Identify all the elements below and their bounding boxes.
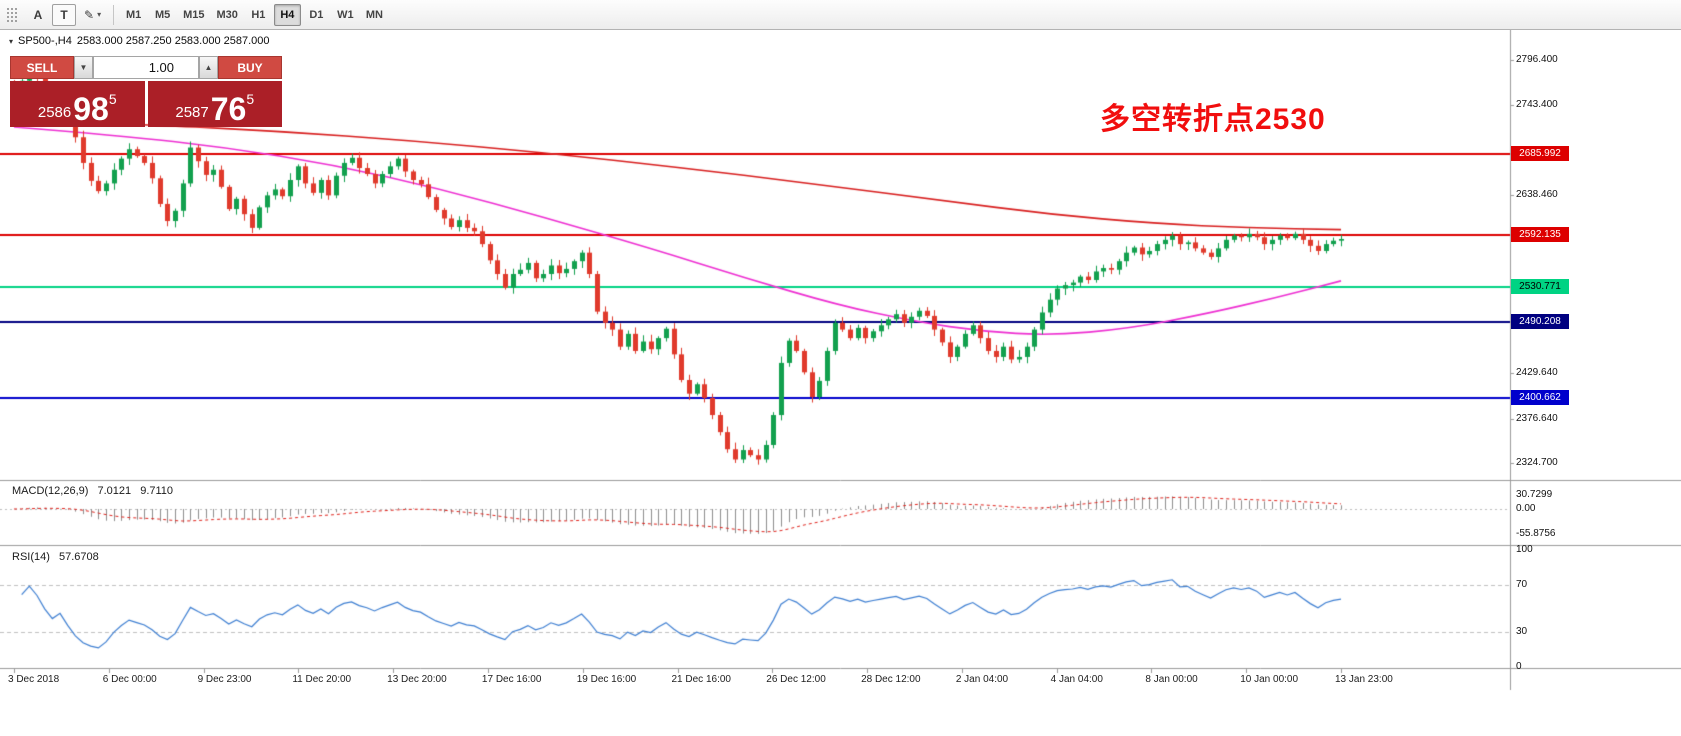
buy-price-big: 76 — [210, 90, 247, 127]
sell-price-box[interactable]: 2586 98 5 — [10, 81, 145, 127]
volume-input[interactable] — [94, 57, 198, 78]
sell-button[interactable]: SELL — [10, 56, 74, 79]
time-axis-label: 3 Dec 2018 — [8, 674, 60, 685]
quote-boxes-row: 2586 98 5 2587 76 5 — [10, 81, 282, 127]
price-level-label: 2530.771 — [1511, 279, 1569, 295]
timeframe-button-m15[interactable]: M15 — [183, 8, 205, 21]
time-axis-label: 11 Dec 20:00 — [292, 674, 352, 685]
rsi-name: RSI(14) — [12, 551, 50, 563]
macd-axis-tick: -55.8756 — [1516, 528, 1556, 540]
time-axis-label: 13 Dec 20:00 — [387, 674, 447, 685]
time-axis-label: 28 Dec 12:00 — [861, 674, 921, 685]
macd-indicator-label: MACD(12,26,9) 7.0121 9.7110 — [12, 485, 179, 497]
time-axis-label: 21 Dec 16:00 — [671, 674, 732, 685]
collapse-one-click-icon[interactable]: ▾ — [9, 36, 14, 46]
price-axis-tick: 2376.640 — [1516, 412, 1558, 424]
macd-name: MACD(12,26,9) — [12, 485, 89, 497]
price-level-label: 2685.992 — [1511, 146, 1569, 162]
buy-price-sup: 5 — [246, 91, 255, 107]
time-axis-label: 4 Jan 04:00 — [1050, 674, 1103, 685]
time-axis-label: 8 Jan 00:00 — [1145, 674, 1198, 685]
price-axis-tick: 2743.400 — [1516, 99, 1558, 111]
buy-price-box[interactable]: 2587 76 5 — [147, 81, 282, 127]
chart-annotation-text: 多空转折点2530 — [1100, 103, 1326, 136]
macd-value-main: 7.0121 — [97, 485, 132, 497]
timeframe-button-d1[interactable]: D1 — [309, 8, 324, 21]
drawing-tools-dropdown-button[interactable]: ✎ ▾ — [84, 7, 102, 22]
rsi-value: 57.6708 — [58, 551, 99, 563]
time-axis-label: 26 Dec 12:00 — [766, 674, 826, 685]
timeframe-button-h1[interactable]: H1 — [251, 8, 266, 21]
time-axis-label: 10 Jan 00:00 — [1240, 674, 1299, 685]
rsi-axis-tick: 30 — [1516, 626, 1528, 637]
buy-button[interactable]: BUY — [218, 56, 282, 79]
timeframe-button-h4[interactable]: H4 — [273, 3, 301, 26]
volume-decrease-icon[interactable]: ▼ — [74, 56, 93, 79]
time-axis-label: 17 Dec 16:00 — [481, 674, 542, 685]
chart-canvas[interactable] — [0, 30, 1681, 736]
timeframe-button-m30[interactable]: M30 — [216, 8, 238, 21]
price-level-label: 2592.135 — [1511, 226, 1569, 242]
macd-axis-tick: 0.00 — [1516, 503, 1536, 514]
drawing-tools-dropdown-caret-icon: ▾ — [97, 10, 102, 19]
time-axis-label: 2 Jan 04:00 — [955, 674, 1009, 685]
volume-field-wrap — [93, 56, 199, 79]
symbol-ohlc-values: 2583.000 2587.250 2583.000 2587.000 — [76, 35, 270, 47]
price-level-label: 2490.208 — [1511, 313, 1569, 329]
sell-price-prefix: 2586 — [37, 104, 72, 121]
buy-price-prefix: 2587 — [175, 104, 209, 121]
time-axis-label: 19 Dec 16:00 — [576, 674, 637, 685]
chart-window[interactable]: ▾ SP500-,H4 2583.000 2587.250 2583.000 2… — [0, 30, 1681, 736]
text-label-tool-button[interactable]: A — [33, 7, 43, 22]
timeframe-button-m5[interactable]: M5 — [154, 8, 171, 21]
volume-increase-icon[interactable]: ▲ — [199, 56, 218, 79]
timeframe-button-m1[interactable]: M1 — [125, 8, 142, 21]
symbol-header: ▾ SP500-,H4 2583.000 2587.250 2583.000 2… — [9, 35, 270, 47]
timeframe-buttons: M1 M5 M15 M30 H1 H4 D1 W1 MN — [120, 3, 388, 26]
rsi-axis-tick: 100 — [1516, 543, 1533, 555]
price-level-label: 2400.662 — [1511, 390, 1569, 406]
text-box-tool-button[interactable]: T — [52, 3, 76, 26]
toolbar-tools-group: A T ✎ ▾ — [4, 3, 107, 26]
time-axis-label: 9 Dec 23:00 — [197, 674, 252, 685]
time-axis-label: 6 Dec 00:00 — [102, 674, 157, 685]
one-click-trading-panel: SELL ▼ ▲ BUY 2586 98 5 2587 76 5 — [10, 56, 282, 127]
symbol-title: SP500-,H4 — [18, 35, 72, 47]
rsi-axis-tick: 0 — [1516, 661, 1522, 673]
price-axis-tick: 2796.400 — [1516, 54, 1558, 65]
macd-axis-tick: 30.7299 — [1516, 489, 1553, 500]
sell-price-sup: 5 — [108, 91, 117, 107]
chart-overlays: ▾ SP500-,H4 2583.000 2587.250 2583.000 2… — [0, 30, 1681, 736]
top-toolbar: A T ✎ ▾ M1 M5 M15 M30 H1 H4 D1 W1 MN — [0, 0, 1681, 30]
timeframe-button-w1[interactable]: W1 — [337, 8, 354, 21]
toolbar-drag-handle-icon[interactable] — [6, 6, 18, 23]
timeframe-button-mn[interactable]: MN — [365, 8, 383, 21]
toolbar-separator — [113, 4, 115, 25]
rsi-axis-tick: 70 — [1516, 579, 1528, 590]
trade-controls-row: SELL ▼ ▲ BUY — [10, 56, 282, 79]
price-axis-tick: 2429.640 — [1516, 367, 1558, 379]
macd-value-signal: 9.7110 — [140, 485, 174, 497]
price-axis-tick: 2638.460 — [1516, 188, 1558, 200]
rsi-indicator-label: RSI(14) 57.6708 — [12, 551, 105, 563]
price-axis-tick: 2324.700 — [1516, 457, 1558, 469]
sell-price-big: 98 — [73, 90, 109, 127]
time-axis-label: 13 Jan 23:00 — [1335, 674, 1393, 685]
